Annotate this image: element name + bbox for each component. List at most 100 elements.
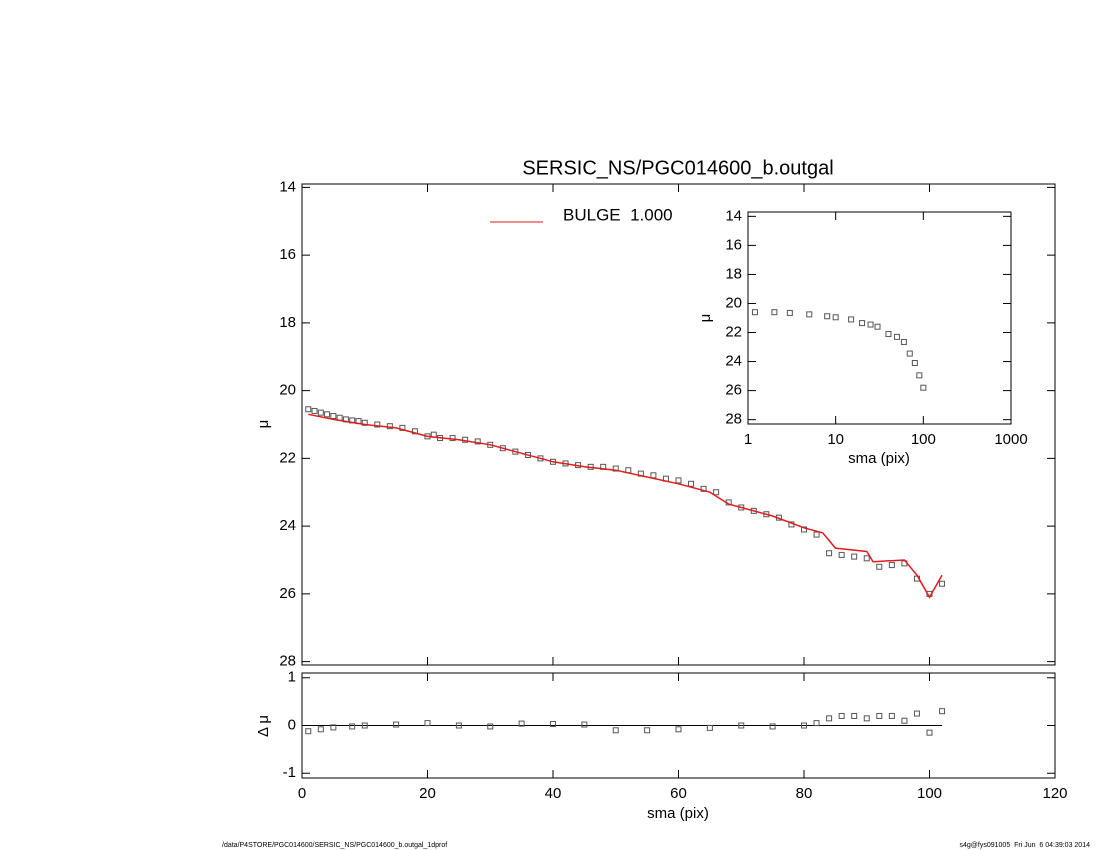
data-point: [361, 722, 368, 729]
data-point: [876, 563, 883, 570]
data-point: [644, 727, 651, 734]
data-point: [901, 717, 908, 724]
data-point: [330, 724, 337, 731]
y-tick-label: 22: [279, 449, 296, 466]
x-tick-label: 100: [917, 785, 942, 802]
inset-y-axis-label: μ: [697, 314, 714, 323]
y-tick-label: 16: [725, 236, 742, 253]
data-point: [832, 314, 839, 321]
data-point: [913, 710, 920, 717]
data-point: [317, 409, 324, 416]
data-point: [349, 723, 356, 730]
data-point: [771, 309, 778, 316]
residual-y-axis-label: Δ μ: [255, 715, 272, 737]
y-tick-label: 0: [288, 716, 296, 733]
data-point: [581, 721, 588, 728]
data-point: [888, 712, 895, 719]
legend-label: BULGE 1.000: [563, 205, 673, 224]
data-point: [675, 477, 682, 484]
data-point: [455, 722, 462, 729]
chart-title: SERSIC_NS/PGC014600_b.outgal: [522, 157, 833, 179]
data-point: [863, 555, 870, 562]
data-point: [813, 720, 820, 727]
data-point: [888, 562, 895, 569]
x-tick-label: 10: [827, 431, 844, 448]
inset-x-axis-label: sma (pix): [848, 450, 910, 467]
x-axis-label: sma (pix): [647, 805, 709, 822]
x-tick-label: 1: [744, 431, 752, 448]
data-point: [393, 721, 400, 728]
data-point: [874, 323, 881, 330]
y-tick-label: 20: [279, 382, 296, 399]
data-point: [911, 360, 918, 367]
data-point: [612, 465, 619, 472]
data-point: [885, 330, 892, 337]
y-tick-label: 24: [279, 517, 296, 534]
data-point: [848, 316, 855, 323]
data-point: [305, 406, 312, 413]
data-point: [851, 553, 858, 560]
data-point: [926, 729, 933, 736]
inset-frame: [747, 211, 1012, 425]
data-point: [851, 712, 858, 719]
data-point: [706, 724, 713, 731]
data-point: [374, 421, 381, 428]
x-tick-label: 80: [796, 785, 813, 802]
y-tick-label: 28: [279, 653, 296, 670]
y-tick-label: 20: [725, 294, 742, 311]
y-tick-label: 26: [725, 382, 742, 399]
data-point: [311, 407, 318, 414]
y-tick-label: -1: [283, 764, 296, 781]
x-tick-label: 1000: [994, 431, 1027, 448]
data-point: [738, 722, 745, 729]
y-tick-label: 14: [725, 207, 742, 224]
data-point: [612, 727, 619, 734]
y-tick-label: 1: [288, 669, 296, 686]
data-point: [867, 321, 874, 328]
y-axis-label: μ: [255, 420, 272, 429]
y-tick-label: 14: [279, 178, 296, 195]
data-point: [424, 720, 431, 727]
data-point: [324, 411, 331, 418]
x-tick-label: 20: [419, 785, 436, 802]
data-point: [688, 480, 695, 487]
data-point: [700, 485, 707, 492]
data-point: [305, 728, 312, 735]
data-point: [713, 489, 720, 496]
data-point: [876, 712, 883, 719]
data-point: [863, 715, 870, 722]
data-point: [826, 550, 833, 557]
data-point: [806, 311, 813, 318]
x-tick-label: 120: [1042, 785, 1067, 802]
data-point: [474, 438, 481, 445]
data-point: [317, 726, 324, 733]
data-point: [920, 384, 927, 391]
y-tick-label: 26: [279, 585, 296, 602]
data-point: [838, 551, 845, 558]
data-point: [916, 372, 923, 379]
data-point: [361, 419, 368, 426]
model-line: [308, 413, 943, 599]
data-point: [399, 424, 406, 431]
y-tick-label: 18: [279, 314, 296, 331]
data-point: [906, 350, 913, 357]
footer-left: /data/P4STORE/PGC014600/SERSIC_NS/PGC014…: [222, 842, 447, 849]
y-tick-label: 22: [725, 323, 742, 340]
data-point: [893, 333, 900, 340]
data-point: [939, 708, 946, 715]
x-tick-label: 100: [911, 431, 936, 448]
data-point: [838, 712, 845, 719]
data-point: [824, 313, 831, 320]
data-point: [826, 715, 833, 722]
data-point: [518, 720, 525, 727]
x-tick-label: 0: [298, 785, 306, 802]
data-point: [801, 722, 807, 729]
data-point: [675, 726, 682, 733]
y-tick-label: 18: [725, 265, 742, 282]
data-point: [769, 723, 776, 730]
y-tick-label: 28: [725, 411, 742, 428]
y-tick-label: 16: [279, 246, 296, 263]
data-point: [859, 320, 866, 327]
x-tick-label: 60: [670, 785, 687, 802]
